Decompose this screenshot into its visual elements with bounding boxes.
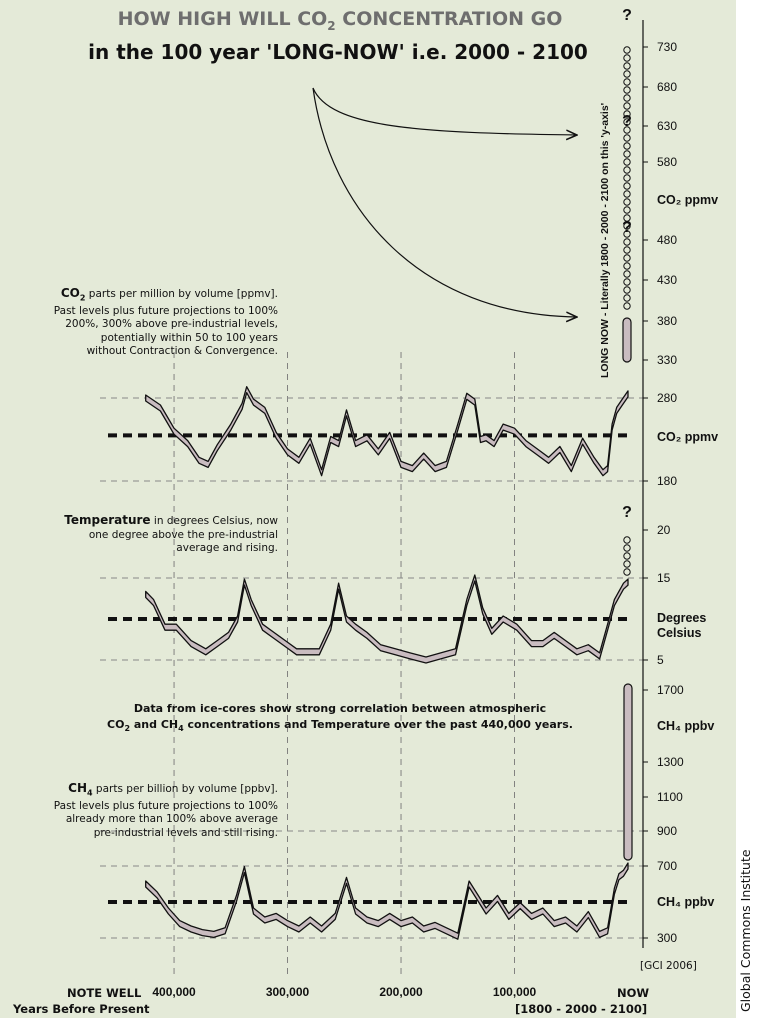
series-co2 [145,386,629,477]
projection-dot [623,78,631,86]
unit-label: CO₂ ppmv [657,430,718,444]
y-tick-label: 430 [657,273,677,287]
y-tick-label: 630 [657,119,677,133]
projection-dot [623,46,631,54]
long-now-label: LONG NOW - Literally 1800 - 2000 - 2100 … [599,103,611,378]
y-tick-label: 5 [657,653,664,667]
projection-dot [623,110,631,118]
right-axis: 400,000 300,000 200,000 100,000 180 280 330 380… [152,20,718,999]
projection-dot [623,286,631,294]
unit-label: CH₄ ppbv [657,719,714,733]
ice-core-chart: 400,000 300,000 200,000 100,000 180 280 330 380… [100,7,718,999]
series-ch4 [145,862,629,940]
projection-dot [623,560,631,568]
series-group [108,386,632,940]
chart-title-line2: in the 100 year 'LONG-NOW' i.e. 2000 - 2… [88,40,588,64]
projection-dot [623,294,631,302]
projection-dot [623,246,631,254]
projection-dot [623,254,631,262]
correlation-note: Data from ice-cores show strong correlat… [107,702,573,734]
y-tick-label: 180 [657,474,677,488]
projection-dot [623,238,631,246]
projection-dot [623,536,631,544]
x-tick-label: 200,000 [379,985,423,999]
question-mark: ? [622,504,632,521]
ch4-future-capsule [623,683,633,861]
projection-arrow-upper [312,87,577,135]
projection-dot [623,166,631,174]
question-mark: ? [622,219,632,236]
now-label: NOW [617,986,650,1000]
question-mark: ? [622,7,632,24]
projection-dot [623,86,631,94]
projection-dot [623,150,631,158]
projection-dot [623,62,631,70]
projection-dot [623,222,631,230]
temperature-note: Temperature in degrees Celsius, now one … [64,513,278,554]
chart-title-line1: HOW HIGH WILL CO2 CONCENTRATION GO [117,8,563,33]
projection-dot [623,230,631,238]
projection-dot [623,102,631,110]
projection-dot [623,118,631,126]
y-tick-label: 1300 [657,755,684,769]
y-tick-label: 700 [657,859,677,873]
grid-lines [100,352,643,978]
projection-dot [623,214,631,222]
projection-dot [623,174,631,182]
unit-label: Celsius [657,626,702,640]
y-tick-label: 330 [657,353,677,367]
x-tick-label: 400,000 [152,985,196,999]
y-tick-label: 1100 [657,790,683,804]
projection-dot [623,190,631,198]
projection-dot [623,302,631,310]
y-tick-label: 280 [657,391,677,405]
projection-dot [623,54,631,62]
projection-dot [623,206,631,214]
projection-dot [623,552,631,560]
note-well-label: NOTE WELL [67,986,142,1000]
y-tick-label: 680 [657,80,677,94]
y-tick-label: 480 [657,233,677,247]
co2-note: CO2 parts per million by volume [ppmv]. … [53,286,278,358]
projection-dot [623,262,631,270]
y-tick-label: 20 [657,523,671,537]
projection-dot [623,126,631,134]
unit-label: CH₄ ppbv [657,895,714,909]
projection-dot [623,568,631,576]
projection-dot [623,198,631,206]
y-tick-label: 300 [657,931,677,945]
y-tick-label: 380 [657,314,677,328]
gci-label: [GCI 2006] [640,960,697,972]
ch4-note: CH4 parts per billion by volume [ppbv]. … [53,781,278,839]
y-tick-label: 1700 [657,683,684,697]
projection-dot [623,270,631,278]
unit-label: Degrees [657,611,706,625]
years-before-present-label: Years Before Present [13,1002,150,1016]
question-mark: ? [622,113,632,130]
projection-dot [623,134,631,142]
x-tick-label: 300,000 [266,985,310,999]
y-tick-label: 900 [657,824,677,838]
projection-dot [623,142,631,150]
projection-dot [623,94,631,102]
series-temperature [145,574,629,664]
x-tick-label: 100,000 [493,985,537,999]
projection-dot [623,544,631,552]
projection-dot [623,158,631,166]
y-tick-label: 15 [657,571,671,585]
projection-arrow-lower [312,87,577,317]
projection-dot [623,70,631,78]
y-tick-label: 580 [657,155,677,169]
now-range-label: [1800 - 2000 - 2100] [515,1002,648,1016]
co2-future-capsule [622,317,632,363]
projection-dot [623,278,631,286]
y-tick-label: 730 [657,40,677,54]
future-projections: ???? LONG NOW - Literally 1800 - 2000 - 2… [599,7,633,861]
credit-label: Global Commons Institute [738,849,753,1012]
chart-panel [0,0,736,1018]
unit-label: CO₂ ppmv [657,193,718,207]
projection-dot [623,182,631,190]
